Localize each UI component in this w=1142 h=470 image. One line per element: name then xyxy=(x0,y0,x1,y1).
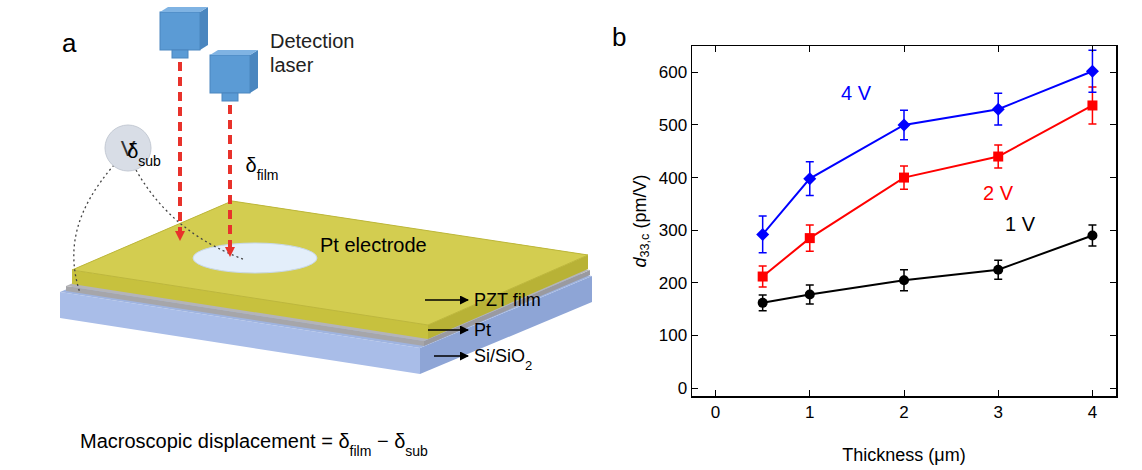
svg-text:3: 3 xyxy=(993,403,1002,422)
svg-text:laser: laser xyxy=(270,54,314,76)
svg-text:Thickness (μm): Thickness (μm) xyxy=(842,445,965,465)
svg-text:0: 0 xyxy=(678,379,687,398)
svg-text:500: 500 xyxy=(659,116,687,135)
svg-text:a: a xyxy=(62,28,77,58)
html-text:b: b xyxy=(612,22,627,52)
svg-text:100: 100 xyxy=(659,326,687,345)
svg-text:2: 2 xyxy=(899,403,908,422)
svg-text:200: 200 xyxy=(659,274,687,293)
svg-text:Pt electrode: Pt electrode xyxy=(320,234,427,256)
svg-text:2 V: 2 V xyxy=(983,182,1014,204)
svg-text:0: 0 xyxy=(711,403,720,422)
svg-text:600: 600 xyxy=(659,63,687,82)
svg-text:1 V: 1 V xyxy=(1005,213,1036,235)
svg-text:Pt: Pt xyxy=(474,320,491,340)
svg-text:300: 300 xyxy=(659,221,687,240)
svg-text:1: 1 xyxy=(805,403,814,422)
svg-text:δfilm: δfilm xyxy=(246,154,279,183)
svg-text:4: 4 xyxy=(1088,403,1097,422)
svg-text:Detection: Detection xyxy=(270,30,355,52)
svg-text:d​33,c​ (pm/V): d​33,c​ (pm/V) xyxy=(630,175,653,268)
svg-text:4 V: 4 V xyxy=(841,82,872,104)
svg-text:Macroscopic displacement = δfi: Macroscopic displacement = δfilm − δsub xyxy=(80,430,428,459)
svg-text:400: 400 xyxy=(659,169,687,188)
svg-text:Si/SiO2: Si/SiO2 xyxy=(474,346,532,373)
svg-text:PZT film: PZT film xyxy=(474,290,541,310)
svg-text:δsub: δsub xyxy=(127,140,161,169)
